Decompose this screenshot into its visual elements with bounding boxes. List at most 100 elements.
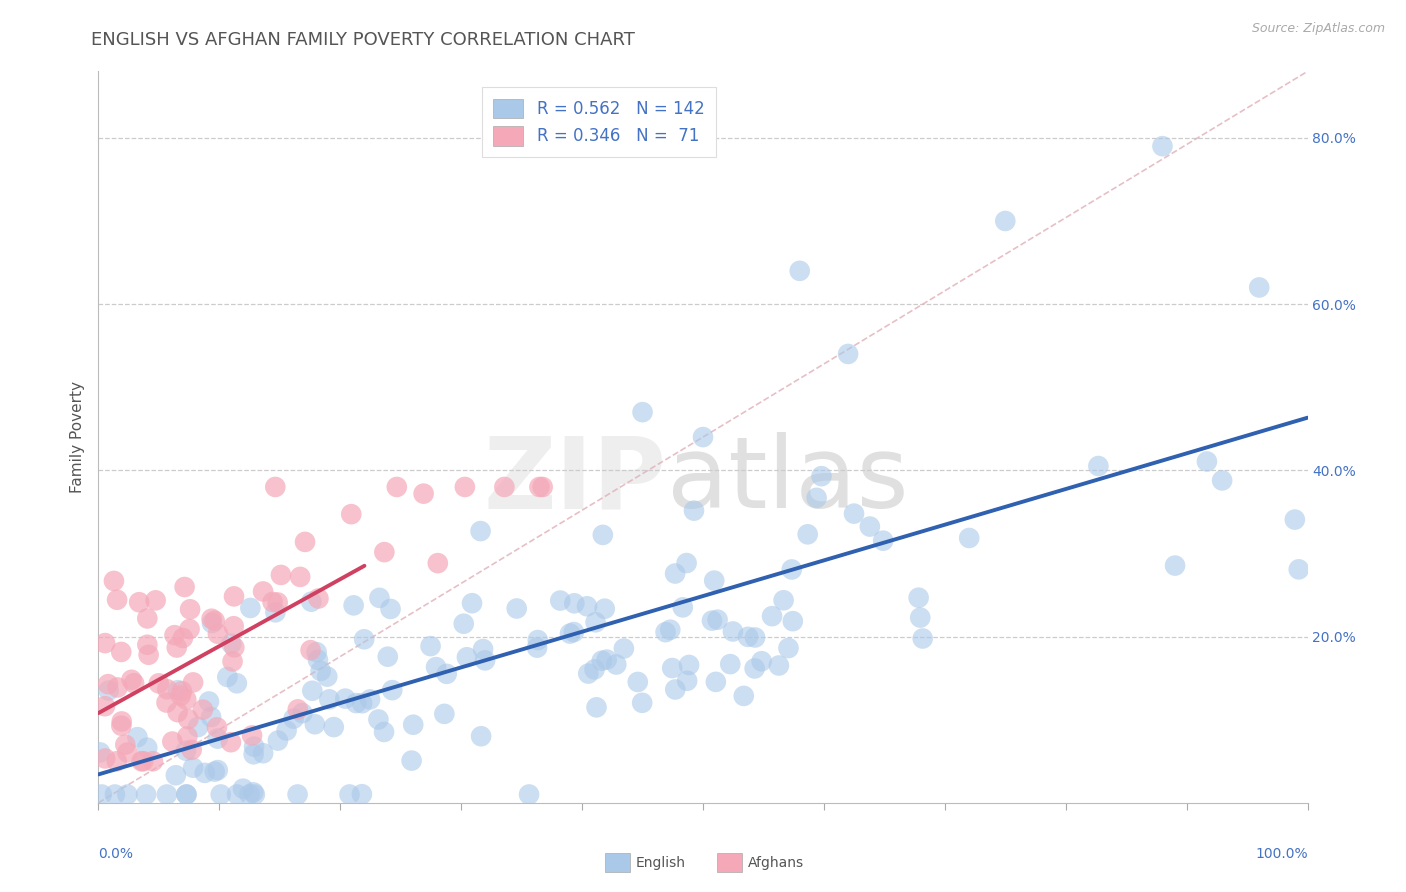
Point: [232, 781, 254, 796]
Point: [703, 574, 725, 588]
Point: [654, 625, 676, 640]
Point: [90, 788, 112, 802]
Point: [138, 648, 160, 662]
Point: [322, 720, 344, 734]
Point: [207, 763, 229, 777]
Point: [283, 712, 305, 726]
Point: [142, 754, 165, 768]
Point: [842, 507, 865, 521]
Point: [242, 785, 264, 799]
Point: [340, 507, 363, 521]
Point: [127, 730, 149, 744]
Point: [772, 593, 794, 607]
Point: [426, 556, 449, 570]
Point: [768, 658, 790, 673]
Y-axis label: Family Poverty: Family Poverty: [69, 381, 84, 493]
Point: [385, 480, 408, 494]
Point: [911, 632, 934, 646]
Point: [718, 657, 741, 672]
Point: [353, 632, 375, 647]
Point: [526, 640, 548, 655]
Point: [583, 662, 606, 676]
Point: [209, 788, 232, 802]
Point: [240, 728, 263, 742]
Point: [128, 595, 150, 609]
Point: [433, 706, 456, 721]
Point: [700, 614, 723, 628]
Point: [1152, 139, 1174, 153]
Text: ZIP: ZIP: [484, 433, 666, 530]
Point: [243, 788, 266, 802]
Point: [380, 602, 402, 616]
Point: [156, 682, 179, 697]
Point: [810, 469, 832, 483]
Point: [173, 580, 195, 594]
Point: [148, 676, 170, 690]
Legend: R = 0.562   N = 142, R = 0.346   N =  71: R = 0.562 N = 142, R = 0.346 N = 71: [482, 87, 716, 157]
Point: [176, 788, 198, 802]
Point: [181, 761, 204, 775]
Point: [344, 696, 367, 710]
Point: [1284, 512, 1306, 526]
Point: [359, 692, 381, 706]
Point: [145, 593, 167, 607]
Point: [111, 714, 134, 729]
Point: [299, 595, 322, 609]
Point: [103, 574, 125, 588]
Point: [270, 568, 292, 582]
Point: [506, 601, 529, 615]
Point: [350, 787, 373, 801]
Point: [291, 706, 314, 720]
Point: [104, 788, 127, 802]
Point: [162, 734, 184, 748]
Point: [136, 611, 159, 625]
Point: [744, 631, 766, 645]
Point: [470, 524, 492, 538]
Point: [198, 694, 221, 708]
Point: [207, 731, 229, 746]
Point: [194, 765, 217, 780]
Point: [105, 754, 128, 768]
Point: [737, 630, 759, 644]
Point: [335, 691, 357, 706]
Point: [744, 661, 766, 675]
Point: [661, 661, 683, 675]
Point: [596, 652, 619, 666]
Point: [243, 739, 266, 754]
Point: [117, 788, 139, 802]
Point: [110, 645, 132, 659]
Point: [456, 650, 478, 665]
Point: [166, 640, 188, 655]
Point: [454, 480, 477, 494]
Point: [548, 593, 571, 607]
Point: [474, 653, 496, 667]
Point: [664, 566, 686, 581]
Point: [436, 666, 458, 681]
Point: [307, 591, 329, 606]
Point: [221, 655, 243, 669]
Point: [89, 746, 111, 760]
Point: [907, 591, 929, 605]
Point: [180, 743, 202, 757]
Point: [531, 480, 554, 494]
Point: [132, 754, 155, 768]
Point: [613, 641, 636, 656]
Point: [1195, 454, 1218, 468]
Point: [402, 717, 425, 731]
Point: [97, 683, 120, 698]
Point: [135, 788, 157, 802]
Point: [470, 729, 492, 743]
Point: [122, 676, 145, 690]
Point: [631, 405, 654, 419]
Point: [373, 545, 395, 559]
Point: [176, 730, 198, 744]
Point: [562, 625, 585, 640]
Point: [307, 653, 329, 667]
Point: [226, 788, 249, 802]
Point: [176, 788, 198, 802]
Point: [136, 638, 159, 652]
Point: [290, 570, 312, 584]
Point: [318, 692, 340, 706]
Point: [200, 710, 222, 724]
Point: [425, 660, 447, 674]
